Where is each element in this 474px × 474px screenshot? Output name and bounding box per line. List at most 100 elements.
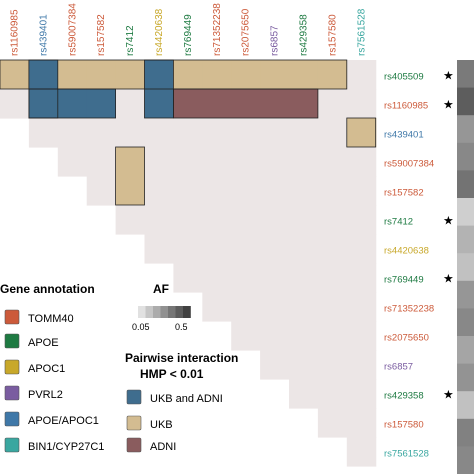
pairwise-interaction-legend: Pairwise interaction HMP < 0.01 UKB and … [125, 351, 238, 453]
matrix-cell [346, 437, 377, 467]
gene-legend-swatch [4, 309, 20, 325]
column-label: rs71352238 [212, 3, 223, 56]
row-label: rs2075650 [384, 333, 429, 344]
matrix-cell [317, 147, 348, 177]
matrix-cell [260, 321, 290, 351]
matrix-cell [173, 263, 203, 293]
af-legend-title: AF [153, 282, 169, 296]
row-label: rs429358 [384, 391, 424, 402]
matrix-cell [317, 60, 348, 90]
matrix-cell [28, 118, 59, 148]
matrix-cell [115, 60, 146, 90]
cell-outline [172, 88, 319, 119]
column-label: rs769449 [183, 14, 194, 56]
matrix-cell [317, 408, 348, 438]
af-scale-swatch [175, 306, 184, 318]
matrix-cell [317, 89, 348, 119]
af-color-scale [138, 306, 191, 318]
gene-legend-label: APOC1 [28, 363, 65, 375]
allele-frequency-bar [457, 60, 474, 474]
matrix-cell [317, 321, 348, 351]
matrix-cell [173, 89, 203, 119]
pair-legend-title-2: HMP < 0.01 [140, 367, 204, 381]
matrix-cell [144, 89, 174, 119]
matrix-cell [115, 147, 146, 177]
matrix-cell [202, 89, 232, 119]
af-bar-segment [457, 336, 474, 365]
column-label: rs7412 [125, 25, 136, 56]
matrix-cell [202, 263, 232, 293]
matrix-cell [317, 292, 348, 322]
matrix-cell [260, 176, 290, 206]
matrix-cell [260, 147, 290, 177]
matrix-cell [289, 292, 319, 322]
matrix-cell [115, 176, 146, 206]
matrix-cell [346, 147, 377, 177]
gene-legend-label: PVRL2 [28, 389, 63, 401]
column-label: rs4420638 [154, 8, 165, 56]
pair-legend-label: UKB [150, 419, 173, 431]
af-bar-segment [457, 60, 474, 89]
pair-legend-title-1: Pairwise interaction [125, 351, 238, 365]
matrix-cell [260, 118, 290, 148]
gene-legend-swatch [4, 437, 20, 453]
cell-outline [115, 146, 145, 206]
matrix-cell [173, 176, 203, 206]
matrix-cell [289, 147, 319, 177]
matrix-cell [260, 234, 290, 264]
matrix-cell [317, 350, 348, 380]
matrix-cell [346, 234, 377, 264]
matrix-cell [317, 234, 348, 264]
matrix-cell [28, 60, 59, 90]
af-bar-segment [457, 308, 474, 337]
matrix-cell [202, 292, 232, 322]
pair-legend-swatch [126, 415, 142, 431]
matrix-cell [231, 89, 261, 119]
matrix-cell [231, 205, 261, 235]
matrix-cell [231, 176, 261, 206]
row-label: rs4420638 [384, 246, 429, 257]
gene-legend-label: TOMM40 [28, 313, 74, 325]
gene-legend-swatch [4, 359, 20, 375]
matrix-cell [144, 234, 174, 264]
significance-star-icon: ★ [443, 98, 454, 112]
matrix-cell [231, 263, 261, 293]
af-tick-low: 0.05 [132, 322, 150, 332]
matrix-cell [346, 350, 377, 380]
matrix-cell [28, 89, 59, 119]
matrix-cell [86, 118, 117, 148]
column-label: rs429358 [298, 14, 309, 56]
column-labels: rs1160985 rs439401 rs59007384 rs157582 rs741… [9, 3, 367, 56]
matrix-cell [260, 263, 290, 293]
matrix-cell [57, 60, 88, 90]
af-bar-segment [457, 391, 474, 420]
interaction-matrix [0, 59, 377, 467]
matrix-cell [317, 379, 348, 409]
pair-legend-swatch [126, 437, 142, 453]
significance-star-icon: ★ [443, 214, 454, 228]
matrix-cell [346, 408, 377, 438]
matrix-cell [202, 234, 232, 264]
column-label: rs439401 [38, 14, 49, 56]
matrix-cell [289, 263, 319, 293]
column-label: rs59007384 [67, 3, 78, 56]
af-bar-segment [457, 87, 474, 116]
pair-legend-label: ADNI [150, 441, 176, 453]
significance-star-icon: ★ [443, 272, 454, 286]
matrix-cell [346, 205, 377, 235]
matrix-cell [0, 89, 30, 119]
af-legend: AF 0.05 0.5 [132, 282, 191, 332]
af-bar-segment [457, 115, 474, 144]
matrix-cell [173, 234, 203, 264]
row-label: rs157582 [384, 188, 424, 199]
matrix-cell [144, 147, 174, 177]
matrix-cell [231, 118, 261, 148]
row-label: rs1160985 [384, 101, 428, 112]
matrix-cell [289, 118, 319, 148]
matrix-cell [346, 60, 377, 90]
matrix-cell [260, 350, 290, 380]
matrix-cell [289, 321, 319, 351]
gene-legend-swatch [4, 333, 20, 349]
matrix-cell [289, 350, 319, 380]
row-labels: rs405509 ★ rs1160985 ★ rs439401 rs59007384 rs1… [384, 69, 454, 460]
